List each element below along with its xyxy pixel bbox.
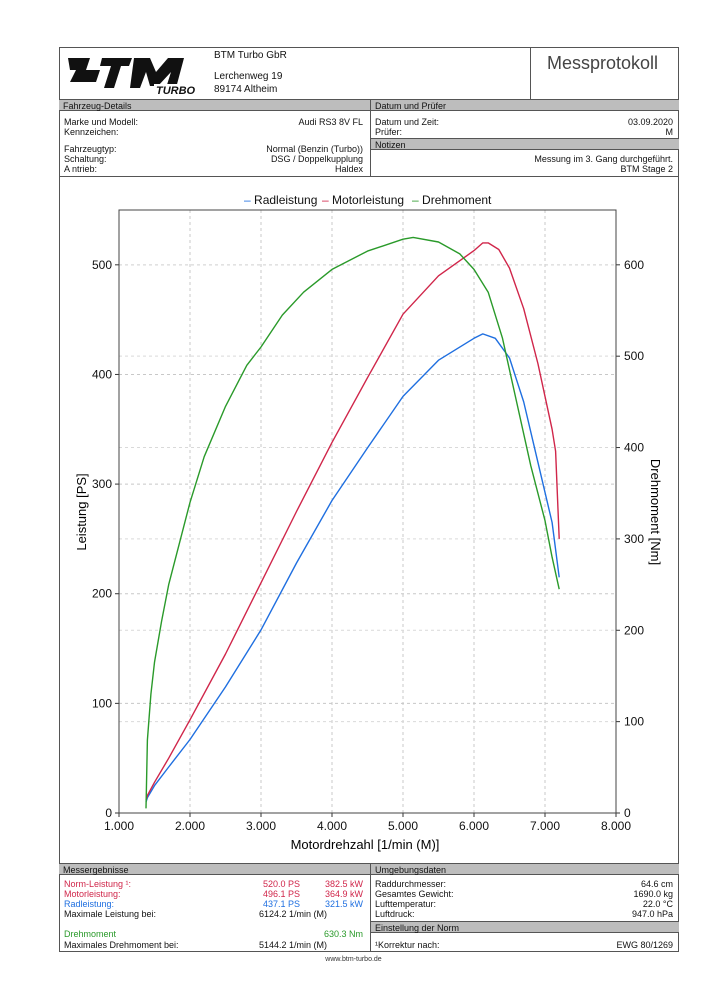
company-city: 89174 Altheim bbox=[214, 84, 278, 95]
legend-rad-label: Radleistung bbox=[254, 193, 318, 207]
document-frame bbox=[59, 47, 679, 952]
doc-title: Messprotokoll bbox=[547, 53, 659, 73]
vehicle-plate-label: Kennzeichen: bbox=[64, 127, 119, 137]
env-wheel-label: Raddurchmesser: bbox=[375, 879, 447, 889]
legend-torque: – Drehmoment bbox=[412, 193, 492, 207]
date-value: 03.09.2020 bbox=[627, 117, 673, 127]
x-tick-label: 2.000 bbox=[175, 819, 205, 833]
norm-setting-label: ¹Korrektur nach: bbox=[375, 940, 440, 950]
title-box: Messprotokoll bbox=[530, 47, 679, 99]
section-results: Messergebnisse bbox=[59, 863, 370, 875]
examiner-label: Prüfer: bbox=[375, 127, 403, 137]
env-weight-label: Gesamtes Gewicht: bbox=[375, 889, 454, 899]
norm-label: Norm-Leistung ¹: bbox=[64, 879, 132, 889]
notes-line-1: Messung im 3. Gang durchgeführt. bbox=[534, 154, 673, 164]
vehicle-drive-value: Haldex bbox=[334, 164, 363, 174]
env-temp-value: 22.0 °C bbox=[642, 899, 673, 909]
legend-torque-label: Drehmoment bbox=[422, 193, 492, 207]
examiner-value: M bbox=[665, 127, 674, 137]
norm-setting-value: EWG 80/1269 bbox=[616, 940, 673, 950]
env-weight-value: 1690.0 kg bbox=[633, 889, 673, 899]
y2-tick-label: 600 bbox=[624, 258, 644, 272]
y-tick-label: 500 bbox=[92, 258, 112, 272]
series-line-drehmoment bbox=[145, 236, 560, 809]
y-tick-label: 200 bbox=[92, 587, 112, 601]
plot-area-border bbox=[118, 209, 617, 814]
vehicle-drive-label: A ntrieb: bbox=[64, 164, 98, 174]
vehicle-model-label: Marke und Modell: bbox=[64, 117, 139, 127]
legend-rad: – Radleistung bbox=[244, 193, 318, 207]
company-address: BTM Turbo GbR Lerchenweg 19 89174 Althei… bbox=[214, 49, 287, 96]
motor-ps: 496.1 PS bbox=[262, 889, 300, 899]
x-tick-label: 5.000 bbox=[388, 819, 418, 833]
y2-tick-label: 400 bbox=[624, 441, 644, 455]
torque-label: Drehmoment bbox=[64, 929, 117, 939]
torque-value: 630.3 Nm bbox=[323, 929, 363, 939]
x-tick-label: 6.000 bbox=[459, 819, 489, 833]
notes-line-2: BTM Stage 2 bbox=[620, 164, 673, 174]
company-street: Lerchenweg 19 bbox=[214, 71, 283, 82]
env-wheel-value: 64.6 cm bbox=[640, 879, 673, 889]
chart-axes bbox=[115, 209, 620, 817]
max-torque-label: Maximales Drehmoment bei: bbox=[64, 940, 179, 950]
section-vehicle: Fahrzeug-Details bbox=[59, 99, 370, 111]
rad-ps: 437.1 PS bbox=[262, 899, 300, 909]
section-notes: Notizen bbox=[370, 138, 679, 150]
y2-axis-label: Drehmoment [Nm] bbox=[648, 459, 663, 565]
chart-ticks: 1.000 2.000 3.000 4.000 5.000 6.000 7.000 8.000… bbox=[92, 258, 644, 833]
chart-grid bbox=[119, 210, 616, 813]
vehicle-gearbox-label: Schaltung: bbox=[64, 154, 107, 164]
y2-tick-label: 100 bbox=[624, 715, 644, 729]
y2-tick-label: 0 bbox=[624, 806, 631, 820]
y-tick-label: 100 bbox=[92, 696, 112, 710]
y-tick-label: 400 bbox=[92, 367, 112, 381]
y-tick-label: 300 bbox=[92, 477, 112, 491]
vehicle-gearbox-value: DSG / Doppelkupplung bbox=[270, 154, 363, 164]
x-tick-label: 3.000 bbox=[246, 819, 276, 833]
footer-url: www.btm-turbo.de bbox=[325, 956, 382, 963]
y2-tick-label: 200 bbox=[624, 623, 644, 637]
x-axis-label: Motordrehzahl [1/min (M)] bbox=[291, 837, 440, 852]
btm-logo: TURBO bbox=[68, 58, 200, 96]
x-tick-label: 8.000 bbox=[601, 819, 631, 833]
company-name: BTM Turbo GbR bbox=[214, 50, 287, 61]
max-power-value: 6124.2 1/min (M) bbox=[258, 909, 327, 919]
norm-ps: 520.0 PS bbox=[262, 879, 300, 889]
legend-motor-label: Motorleistung bbox=[332, 193, 405, 207]
y2-tick-label: 300 bbox=[624, 532, 644, 546]
legend-motor: – Motorleistung bbox=[322, 193, 405, 207]
env-temp-label: Lufttemperatur: bbox=[375, 899, 437, 909]
series-line-radleistung bbox=[145, 333, 560, 803]
y-tick-label: 0 bbox=[105, 806, 112, 820]
x-tick-label: 1.000 bbox=[104, 819, 134, 833]
chart-lines bbox=[145, 236, 560, 809]
x-tick-label: 7.000 bbox=[530, 819, 560, 833]
rad-kw: 321.5 kW bbox=[324, 899, 363, 909]
max-power-label: Maximale Leistung bei: bbox=[64, 909, 157, 919]
norm-kw: 382.5 kW bbox=[324, 879, 363, 889]
motor-label: Motorleistung: bbox=[64, 889, 121, 899]
max-torque-value: 5144.2 1/min (M) bbox=[258, 940, 327, 950]
env-pressure-label: Luftdruck: bbox=[375, 909, 415, 919]
motor-kw: 364.9 kW bbox=[324, 889, 363, 899]
x-tick-label: 4.000 bbox=[317, 819, 347, 833]
date-label: Datum und Zeit: bbox=[375, 117, 440, 127]
vehicle-type-label: Fahrzeugtyp: bbox=[64, 144, 117, 154]
logo-text: TURBO bbox=[156, 85, 196, 96]
y-axis-label: Leistung [PS] bbox=[74, 473, 89, 550]
divider-vertical-bottom bbox=[370, 863, 371, 952]
section-norm-setting: Einstellung der Norm bbox=[370, 921, 679, 933]
env-pressure-value: 947.0 hPa bbox=[631, 909, 673, 919]
divider-vertical-top bbox=[370, 99, 371, 176]
vehicle-model-value: Audi RS3 8V FL bbox=[298, 117, 363, 127]
vehicle-type-value: Normal (Benzin (Turbo)) bbox=[266, 144, 363, 154]
divider-horizontal-top bbox=[59, 176, 679, 177]
rad-label: Radleistung: bbox=[64, 899, 115, 909]
y2-tick-label: 500 bbox=[624, 349, 644, 363]
section-environment: Umgebungsdaten bbox=[370, 863, 679, 875]
series-line-motorleistung bbox=[145, 242, 560, 801]
